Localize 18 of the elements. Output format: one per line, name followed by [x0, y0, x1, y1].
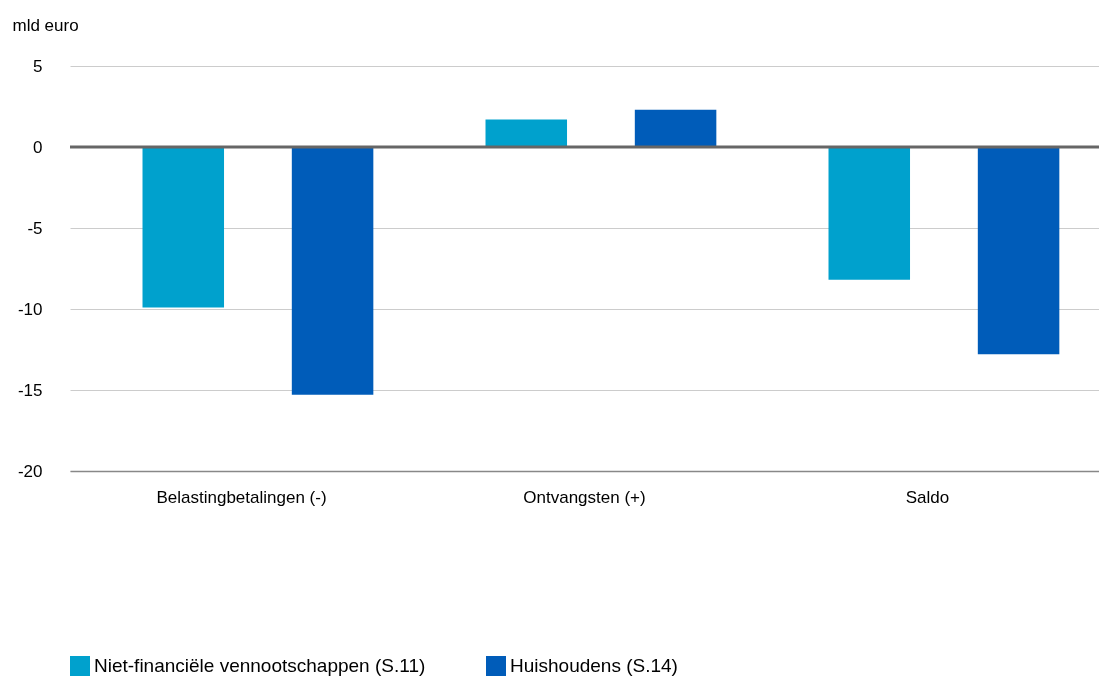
y-tick-label: -5 — [27, 218, 43, 238]
x-tick-label: Saldo — [905, 487, 950, 507]
bar — [977, 147, 1060, 355]
legend-label: Niet-financiële vennootschappen (S.11) — [94, 655, 426, 676]
bar — [485, 119, 568, 147]
y-tick-label: -10 — [17, 299, 43, 319]
x-tick-label: Ontvangsten (+) — [523, 487, 646, 507]
y-axis-title: mld euro — [12, 15, 79, 35]
y-tick-label: -20 — [17, 461, 43, 481]
bar — [142, 147, 225, 308]
y-tick-label: -15 — [17, 380, 43, 400]
x-tick-label: Belastingbetalingen (-) — [156, 487, 327, 507]
y-tick-label: 0 — [33, 137, 43, 157]
legend-label: Huishoudens (S.14) — [510, 655, 678, 676]
bar — [291, 147, 374, 395]
bar — [828, 147, 911, 280]
bar — [634, 109, 717, 147]
y-tick-label: 5 — [33, 56, 43, 76]
